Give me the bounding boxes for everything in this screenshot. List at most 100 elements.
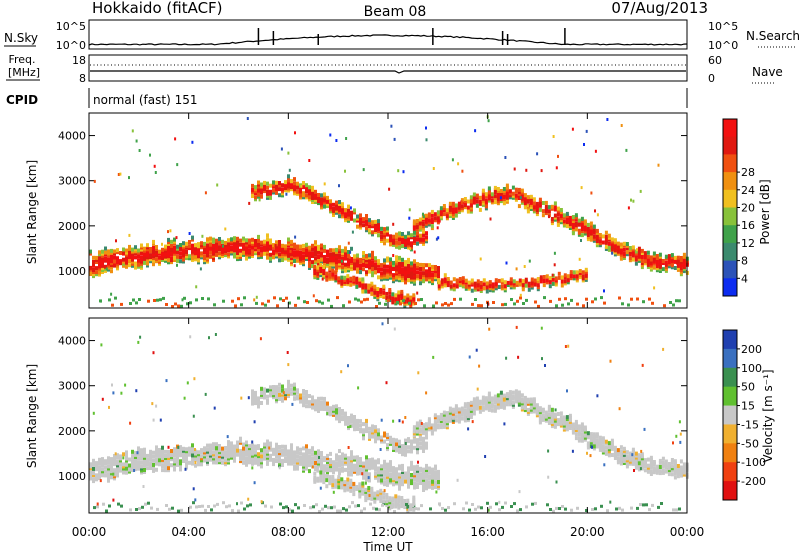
echo-cell	[92, 458, 95, 463]
echo-cell	[488, 288, 492, 293]
echo-cell	[98, 254, 101, 259]
echo-cell	[396, 502, 399, 506]
echo-cell	[365, 262, 368, 267]
echo-cell	[140, 255, 143, 260]
echo-cell	[335, 260, 338, 265]
echo-cell	[338, 455, 341, 460]
echo-cell	[436, 423, 440, 428]
echo-cell	[505, 195, 509, 200]
echo-cell	[329, 468, 332, 473]
echo-cell	[577, 426, 581, 431]
echo-cell	[120, 302, 123, 306]
echo-cell	[547, 412, 551, 417]
echo-cell	[466, 401, 470, 406]
echo-cell	[293, 396, 296, 401]
echo-cell	[107, 456, 110, 461]
echo-cell	[525, 298, 528, 302]
echo-cell	[383, 470, 386, 474]
echo-cell	[239, 248, 242, 253]
echo-cell	[630, 506, 633, 510]
echo-cell	[218, 456, 221, 461]
echo-cell	[528, 259, 531, 263]
echo-cell	[269, 252, 272, 257]
echo-cell	[598, 233, 602, 237]
echo-cell	[323, 464, 326, 469]
echo-cell	[416, 450, 419, 455]
echo-cell	[308, 197, 311, 202]
echo-cell	[673, 469, 677, 474]
echo-cell	[351, 230, 354, 234]
echo-cell	[89, 474, 92, 479]
echo-cell	[311, 446, 314, 451]
echo-cell	[364, 285, 368, 290]
echo-cell	[191, 443, 194, 448]
echo-cell	[317, 407, 320, 411]
echo-cell	[269, 385, 272, 390]
echo-cell	[355, 276, 359, 281]
echo-cell	[361, 483, 365, 488]
echo-cell	[350, 246, 353, 251]
echo-cell	[503, 284, 507, 289]
echo-cell	[325, 474, 329, 479]
echo-cell	[433, 419, 437, 424]
echo-cell	[247, 497, 250, 501]
echo-cell	[514, 389, 518, 394]
echo-cell	[409, 503, 413, 508]
echo-cell	[553, 418, 557, 423]
echo-cell	[413, 230, 416, 235]
echo-cell	[305, 183, 308, 188]
echo-cell	[652, 259, 656, 264]
echo-cell	[374, 433, 377, 438]
echo-cell	[651, 503, 654, 507]
echo-cell	[544, 211, 548, 216]
echo-cell	[547, 404, 551, 409]
echo-cell	[524, 277, 528, 282]
echo-cell	[422, 436, 425, 441]
echo-cell	[213, 504, 216, 508]
echo-cell	[335, 254, 338, 258]
echo-cell	[526, 397, 530, 402]
echo-cell	[311, 260, 314, 265]
echo-cell	[311, 395, 314, 400]
echo-cell	[421, 222, 425, 226]
echo-cell	[311, 399, 314, 404]
echo-cell	[496, 191, 500, 196]
echo-cell	[296, 258, 299, 263]
echo-cell	[233, 252, 236, 257]
echo-cell	[236, 448, 239, 453]
echo-cell	[344, 459, 347, 464]
echo-cell	[188, 244, 191, 249]
echo-cell	[383, 476, 386, 481]
echo-cell	[263, 387, 266, 392]
echo-cell	[367, 496, 371, 501]
echo-cell	[356, 263, 359, 268]
echo-cell	[272, 249, 275, 254]
echo-cell	[200, 456, 203, 461]
echo-cell	[309, 506, 312, 510]
echo-cell	[394, 293, 398, 298]
echo-cell	[374, 463, 377, 468]
echo-cell	[159, 418, 162, 422]
echo-cell	[613, 238, 617, 243]
echo-cell	[401, 466, 404, 470]
echo-cell	[362, 461, 365, 466]
echo-cell	[419, 445, 422, 450]
echo-cell	[152, 468, 155, 473]
echo-cell	[343, 488, 347, 493]
echo-cell	[114, 452, 117, 456]
echo-cell	[242, 460, 245, 465]
echo-cell	[311, 189, 314, 194]
echo-cell	[204, 508, 207, 512]
echo-cell	[625, 454, 629, 459]
echo-cell	[380, 478, 383, 483]
echo-cell	[582, 304, 585, 308]
echo-cell	[676, 261, 678, 265]
echo-cell	[439, 214, 443, 219]
echo-cell	[580, 432, 584, 437]
echo-cell	[433, 218, 437, 223]
echo-cell	[365, 214, 368, 218]
echo-cell	[619, 246, 623, 251]
echo-cell	[619, 445, 623, 450]
echo-cell	[510, 298, 513, 301]
echo-cell	[664, 264, 668, 269]
